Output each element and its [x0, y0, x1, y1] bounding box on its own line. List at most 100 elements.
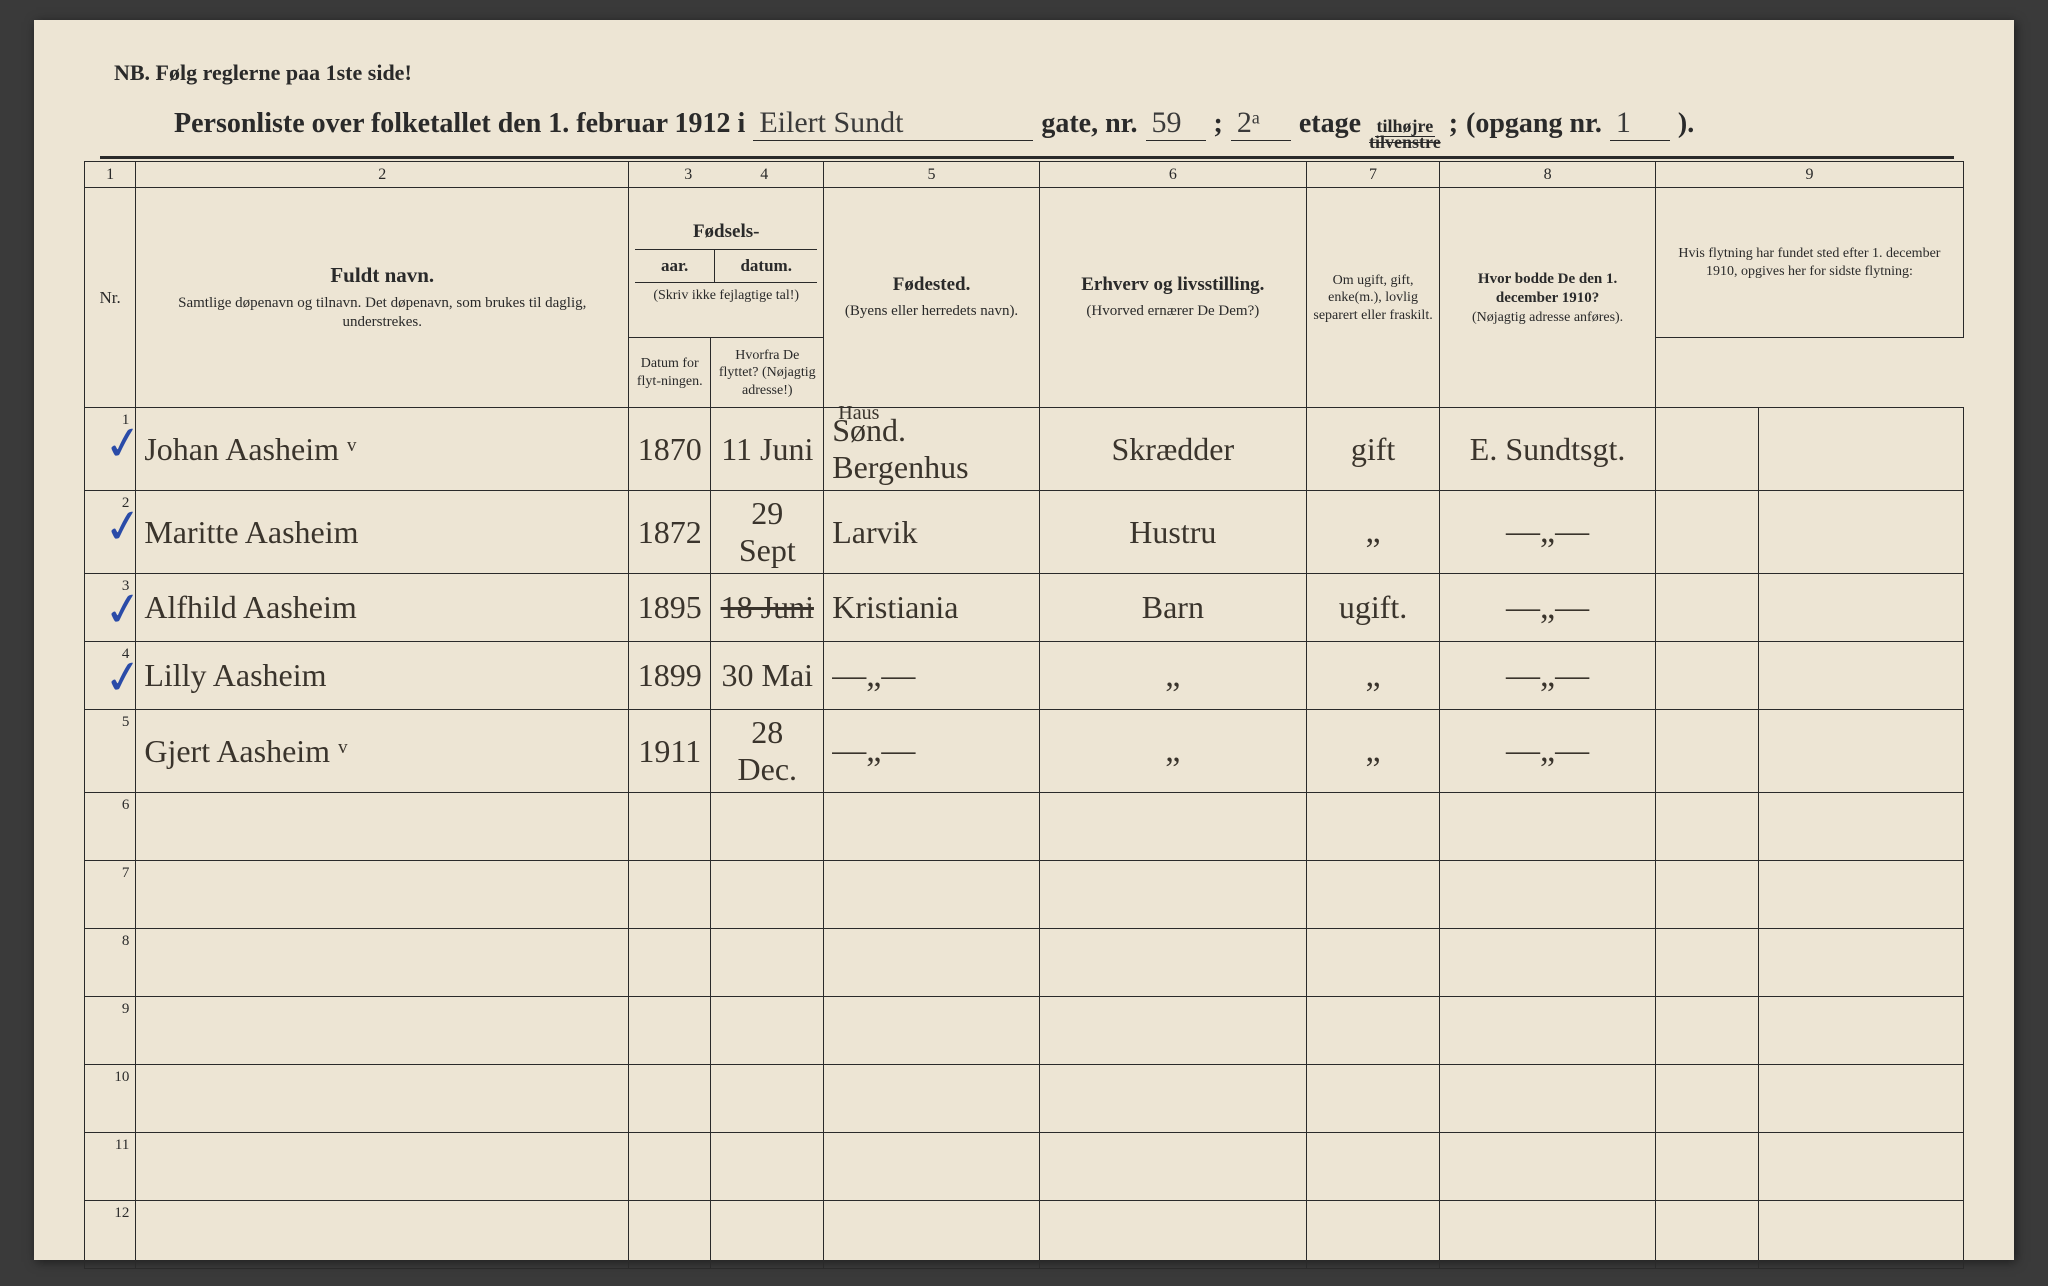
name-text: Gjert Aasheim ᵛ — [144, 733, 347, 769]
cell-marital: „ — [1306, 491, 1439, 574]
table-row: 10 — [85, 1065, 1964, 1133]
cell-move-date — [1655, 574, 1758, 642]
cell-move-date — [1655, 408, 1758, 491]
cell-year: 1870 — [629, 408, 711, 491]
cell-move-from — [1758, 929, 1963, 997]
cell-date — [711, 1133, 824, 1201]
cell-address: —„— — [1440, 574, 1656, 642]
table-row: 6 — [85, 793, 1964, 861]
table-body: 1✓Johan Aasheim ᵛ187011 JuniHausSønd. Be… — [85, 408, 1964, 1269]
cell-marital — [1306, 997, 1439, 1065]
head-birth-note: (Skriv ikke fejlagtige tal!) — [635, 282, 817, 305]
head-birthplace-sub: (Byens eller herredets navn). — [830, 302, 1033, 322]
cell-move-from — [1758, 710, 1963, 793]
cell-birthplace — [824, 929, 1040, 997]
cell-year: 1872 — [629, 491, 711, 574]
cell-date — [711, 997, 824, 1065]
name-text: Johan Aasheim ᵛ — [144, 431, 356, 467]
head-birth-title: Fødsels- — [635, 221, 817, 243]
cell-year — [629, 997, 711, 1065]
row-number: 8 — [85, 929, 136, 997]
cell-address — [1440, 1133, 1656, 1201]
cell-move-from — [1758, 1201, 1963, 1269]
cell-name: ✓Johan Aasheim ᵛ — [136, 408, 629, 491]
table-row: 4✓Lilly Aasheim189930 Mai—„—„„—„— — [85, 642, 1964, 710]
cell-address: —„— — [1440, 491, 1656, 574]
cell-move-date — [1655, 997, 1758, 1065]
cell-birthplace — [824, 997, 1040, 1065]
cell-occupation — [1039, 997, 1306, 1065]
head-name: Fuldt navn. Samtlige døpenavn og tilnavn… — [136, 188, 629, 408]
cell-date: 29 Sept — [711, 491, 824, 574]
colnum-34: 3 4 — [629, 162, 824, 188]
cell-birthplace: Kristiania — [824, 574, 1040, 642]
cell-move-from — [1758, 491, 1963, 574]
cell-year: 1911 — [629, 710, 711, 793]
cell-move-date — [1655, 1065, 1758, 1133]
cell-occupation: Hustru — [1039, 491, 1306, 574]
cell-move-from — [1758, 997, 1963, 1065]
cell-marital — [1306, 929, 1439, 997]
header-rule — [100, 156, 1954, 159]
cell-marital: „ — [1306, 710, 1439, 793]
birthplace-text: —„— — [832, 657, 915, 694]
head-name-sub: Samtlige døpenavn og tilnavn. Det døpena… — [142, 294, 622, 333]
head-birth: Fødsels- aar. datum. (Skriv ikke fejlagt… — [629, 188, 824, 338]
cell-move-date — [1655, 710, 1758, 793]
cell-name — [136, 793, 629, 861]
row-number: 5 — [85, 710, 136, 793]
colnum-7: 7 — [1306, 162, 1439, 188]
cell-year — [629, 1201, 711, 1269]
cell-occupation — [1039, 861, 1306, 929]
cell-year — [629, 861, 711, 929]
census-table: 1 2 3 4 5 6 7 8 9 Nr. Fuldt navn. Samtli… — [84, 161, 1964, 1269]
cell-occupation: Barn — [1039, 574, 1306, 642]
cell-birthplace: —„— — [824, 642, 1040, 710]
head-address: Hvor bodde De den 1. december 1910? (Nøj… — [1440, 188, 1656, 408]
cell-name — [136, 1065, 629, 1133]
cell-address — [1440, 1201, 1656, 1269]
head-birthplace-title: Fødested. — [830, 274, 1033, 296]
cell-move-date — [1655, 642, 1758, 710]
head-move-from: Hvorfra De flyttet? (Nøjagtig adresse!) — [711, 338, 824, 408]
cell-move-from — [1758, 642, 1963, 710]
column-header-row: Nr. Fuldt navn. Samtlige døpenavn og til… — [85, 188, 1964, 338]
cell-marital — [1306, 861, 1439, 929]
table-row: 5Gjert Aasheim ᵛ191128 Dec.—„—„„—„— — [85, 710, 1964, 793]
cell-date: 18 Juni — [711, 574, 824, 642]
cell-move-from — [1758, 1133, 1963, 1201]
cell-address — [1440, 793, 1656, 861]
cell-marital: ugift. — [1306, 574, 1439, 642]
cell-address — [1440, 997, 1656, 1065]
head-addr-title: Hvor bodde De den 1. december 1910? — [1446, 270, 1649, 309]
cell-date — [711, 1201, 824, 1269]
cell-birthplace — [824, 1201, 1040, 1269]
cell-address: —„— — [1440, 710, 1656, 793]
cell-name: Gjert Aasheim ᵛ — [136, 710, 629, 793]
head-nr: Nr. — [85, 188, 136, 408]
head-marital-text: Om ugift, gift, enke(m.), lovlig separer… — [1313, 272, 1433, 325]
name-text: Alfhild Aasheim — [144, 589, 356, 625]
colnum-1: 1 — [85, 162, 136, 188]
cell-address: —„— — [1440, 642, 1656, 710]
head-birth-date: datum. — [715, 249, 817, 282]
cell-move-from — [1758, 574, 1963, 642]
cell-date — [711, 861, 824, 929]
head-birth-year: aar. — [635, 249, 715, 282]
cell-occupation — [1039, 793, 1306, 861]
cell-birthplace: —„— — [824, 710, 1040, 793]
colnum-6: 6 — [1039, 162, 1306, 188]
cell-occupation: „ — [1039, 642, 1306, 710]
cell-name — [136, 1201, 629, 1269]
colnum-2: 2 — [136, 162, 629, 188]
cell-move-date — [1655, 793, 1758, 861]
cell-date: 11 Juni — [711, 408, 824, 491]
gate-nr-field: 59 — [1146, 106, 1206, 141]
cell-year — [629, 1065, 711, 1133]
side-options: tilhøjre tilvenstre — [1369, 118, 1441, 150]
cell-occupation: Skrædder — [1039, 408, 1306, 491]
cell-name: ✓Maritte Aasheim — [136, 491, 629, 574]
head-move-title: Hvis flytning har fundet sted efter 1. d… — [1662, 245, 1957, 280]
cell-date — [711, 929, 824, 997]
head-move-date: Datum for flyt-ningen. — [629, 338, 711, 408]
